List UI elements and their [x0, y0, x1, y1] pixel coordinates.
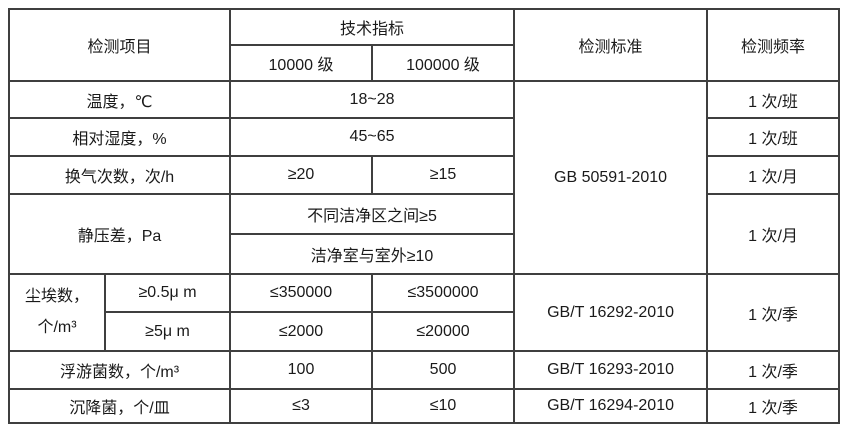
cell-pressure-spec-room-outdoor: 洁净室与室外≥10 [229, 233, 516, 275]
cell-settling-spec-100k: ≤10 [371, 388, 516, 424]
row-particles-05um: 尘埃数， 个/m³ ≥0.5μ m ≤350000 ≤3500000 GB/T … [8, 273, 841, 352]
cell-particles-item: 尘埃数， 个/m³ [8, 273, 106, 352]
cell-particles-spec-05-100k: ≤3500000 [371, 273, 516, 313]
cell-temperature-item: 温度，℃ [7, 80, 232, 119]
cell-air-changes-frequency: 1 次/月 [706, 155, 841, 195]
cell-particles-spec-05-10k: ≤350000 [229, 273, 374, 313]
cell-settling-item: 沉降菌，个/皿 [7, 388, 232, 424]
cell-particles-size-05: ≥0.5μ m [103, 273, 232, 313]
cleanroom-spec-table: 检测项目 技术指标 检测标准 检测频率 10000 级 100000 级 温度，… [7, 8, 841, 424]
cell-settling-spec-10k: ≤3 [229, 388, 374, 424]
row-humidity: 相对湿度，% 45~65 1 次/班 [7, 117, 841, 157]
cell-airborne-spec-100k: 500 [371, 350, 516, 390]
cell-standard-gbt16294: GB/T 16294-2010 [513, 388, 709, 424]
cell-pressure-item: 静压差，Pa [7, 193, 232, 275]
row-airborne-bacteria: 浮游菌数，个/m³ 100 500 GB/T 16293-2010 1 次/季 [7, 350, 841, 390]
cell-humidity-item: 相对湿度，% [7, 117, 232, 157]
header-row-2: 10000 级 100000 级 [9, 44, 839, 82]
cell-humidity-frequency: 1 次/班 [706, 117, 841, 157]
cell-temperature-spec: 18~28 [229, 80, 516, 119]
header-row-1: 检测项目 技术指标 检测标准 检测频率 [7, 8, 841, 82]
cell-air-changes-spec-10k: ≥20 [229, 155, 374, 195]
cell-particles-spec-5-100k: ≤20000 [371, 311, 516, 352]
row-air-changes: 换气次数，次/h ≥20 ≥15 1 次/月 [7, 155, 841, 195]
cell-particles-spec-5-10k: ≤2000 [229, 311, 374, 352]
cell-air-changes-item: 换气次数，次/h [7, 155, 232, 195]
cell-air-changes-spec-100k: ≥15 [371, 155, 516, 195]
cell-standard-gbt16293: GB/T 16293-2010 [513, 350, 709, 390]
row-particles-5um: ≥5μ m ≤2000 ≤20000 [9, 311, 839, 352]
header-test-standard: 检测标准 [513, 8, 709, 82]
cell-particles-size-5: ≥5μ m [103, 311, 232, 352]
header-class-100000: 100000 级 [371, 44, 516, 82]
cell-humidity-spec: 45~65 [229, 117, 516, 157]
cell-temperature-frequency: 1 次/班 [706, 80, 841, 119]
header-technical-spec: 技术指标 [229, 8, 516, 46]
row-pressure-diff-b: 洁净室与室外≥10 [9, 233, 839, 275]
cell-particles-frequency: 1 次/季 [706, 273, 841, 352]
cell-airborne-frequency: 1 次/季 [706, 350, 841, 390]
header-test-frequency: 检测频率 [706, 8, 841, 82]
row-temperature: 温度，℃ 18~28 GB 50591-2010 1 次/班 [7, 80, 841, 275]
row-settling-bacteria: 沉降菌，个/皿 ≤3 ≤10 GB/T 16294-2010 1 次/季 [7, 388, 841, 424]
cell-standard-gb50591: GB 50591-2010 [513, 80, 709, 275]
cell-airborne-item: 浮游菌数，个/m³ [7, 350, 232, 390]
header-class-10000: 10000 级 [229, 44, 374, 82]
cell-airborne-spec-10k: 100 [229, 350, 374, 390]
cell-standard-gbt16292: GB/T 16292-2010 [513, 273, 709, 352]
cell-pressure-frequency: 1 次/月 [706, 193, 841, 275]
cell-settling-frequency: 1 次/季 [706, 388, 841, 424]
header-test-item: 检测项目 [7, 8, 232, 82]
cell-pressure-spec-between-zones: 不同洁净区之间≥5 [229, 193, 516, 235]
row-pressure-diff-a: 静压差，Pa 不同洁净区之间≥5 1 次/月 [7, 193, 841, 275]
